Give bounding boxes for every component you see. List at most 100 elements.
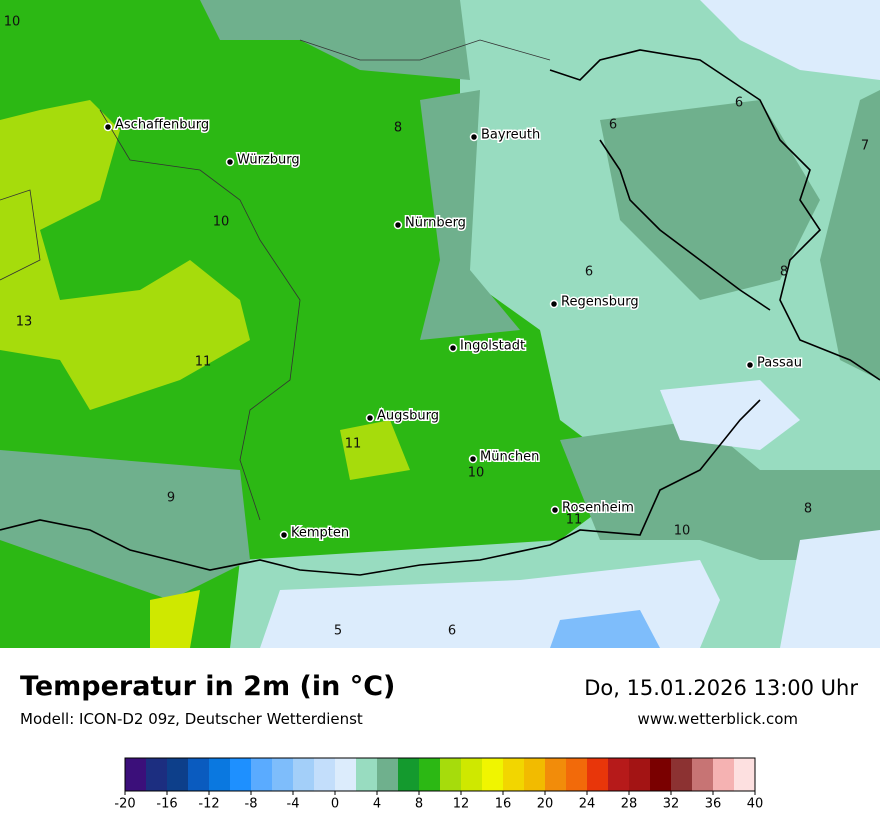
city-dot bbox=[745, 360, 755, 370]
color-swatch bbox=[293, 758, 315, 791]
color-swatch bbox=[398, 758, 420, 791]
color-swatch bbox=[146, 758, 168, 791]
city-label: Rosenheim bbox=[562, 501, 634, 516]
colorbar-tick-label: 0 bbox=[331, 797, 339, 812]
contour-label: 8 bbox=[780, 265, 788, 280]
contour-label: 7 bbox=[861, 139, 869, 154]
contour-label: 5 bbox=[334, 624, 342, 639]
color-swatch bbox=[545, 758, 567, 791]
color-swatch bbox=[461, 758, 483, 791]
city-label: Würzburg bbox=[237, 153, 300, 168]
city-dot bbox=[448, 343, 458, 353]
colorbar-tick-label: 16 bbox=[495, 797, 512, 812]
city-label: Bayreuth bbox=[481, 128, 540, 143]
city-dot bbox=[103, 122, 113, 132]
contour-label: 10 bbox=[468, 466, 485, 481]
color-swatch bbox=[188, 758, 210, 791]
color-swatch bbox=[125, 758, 147, 791]
region-mild bbox=[0, 0, 880, 600]
contour-label: 8 bbox=[394, 121, 402, 136]
contour-label: 10 bbox=[213, 215, 230, 230]
city-dot bbox=[393, 220, 403, 230]
color-swatch bbox=[734, 758, 756, 791]
contour-label: 6 bbox=[448, 624, 456, 639]
region-warm bbox=[0, 100, 410, 480]
color-swatch bbox=[482, 758, 504, 791]
colorbar-tick-label: 40 bbox=[747, 797, 764, 812]
color-swatch bbox=[587, 758, 609, 791]
contour-label: 6 bbox=[585, 265, 593, 280]
website: www.wetterblick.com bbox=[637, 710, 798, 728]
colorbar-tick-label: -16 bbox=[156, 797, 177, 812]
contour-label: 6 bbox=[735, 96, 743, 111]
color-swatch bbox=[251, 758, 273, 791]
city-dot bbox=[549, 299, 559, 309]
city-dot bbox=[469, 132, 479, 142]
city-dot bbox=[550, 505, 560, 515]
colorbar-tick-label: 4 bbox=[373, 797, 381, 812]
color-swatch bbox=[503, 758, 525, 791]
contour-label: 11 bbox=[195, 355, 212, 370]
contour-label: 10 bbox=[674, 524, 691, 539]
city-label: Ingolstadt bbox=[460, 339, 525, 354]
city-label: Nürnberg bbox=[405, 216, 466, 231]
city-label: Passau bbox=[757, 356, 802, 371]
contour-label: 13 bbox=[16, 315, 33, 330]
color-swatch bbox=[419, 758, 441, 791]
colorbar-tick-label: -12 bbox=[198, 797, 219, 812]
city-label: Aschaffenburg bbox=[115, 118, 209, 133]
colorbar-tick-label: -20 bbox=[114, 797, 135, 812]
city-dot bbox=[279, 530, 289, 540]
color-swatch bbox=[692, 758, 714, 791]
colorbar-frame bbox=[124, 757, 756, 792]
region-colder bbox=[550, 610, 660, 648]
title: Temperatur in 2m (in °C) bbox=[20, 671, 396, 702]
city-label: Regensburg bbox=[561, 295, 639, 310]
region-hot bbox=[150, 590, 200, 648]
contour-label: 11 bbox=[566, 513, 583, 528]
contour-label: 11 bbox=[345, 437, 362, 452]
colorbar-tick-label: -8 bbox=[245, 797, 258, 812]
colorbar-tick-label: 12 bbox=[453, 797, 470, 812]
contour-label: 6 bbox=[609, 118, 617, 133]
colorbar-tick-label: 24 bbox=[579, 797, 596, 812]
contour-label: 9 bbox=[167, 491, 175, 506]
city-label: Kempten bbox=[291, 526, 349, 541]
colorbar-tick-label: 8 bbox=[415, 797, 423, 812]
color-swatch bbox=[272, 758, 294, 791]
color-swatch bbox=[713, 758, 735, 791]
color-swatch bbox=[440, 758, 462, 791]
color-swatch bbox=[209, 758, 231, 791]
color-swatch bbox=[167, 758, 189, 791]
colorbar-tick-label: -4 bbox=[287, 797, 300, 812]
city-label: München bbox=[480, 450, 539, 465]
color-swatch bbox=[671, 758, 693, 791]
color-swatch bbox=[608, 758, 630, 791]
datetime: Do, 15.01.2026 13:00 Uhr bbox=[584, 676, 858, 700]
city-dot bbox=[468, 454, 478, 464]
map: Aschaffenburg Würzburg Bayreuth Nürnberg Reg… bbox=[0, 0, 880, 648]
colorbar-tick-label: 32 bbox=[663, 797, 680, 812]
colorbar-tick-label: 20 bbox=[537, 797, 554, 812]
contour-label: 10 bbox=[4, 15, 21, 30]
colorbar: -20 -16 -12 -8 -4 0 4 8 12 16 20 24 28 32 36 40 bbox=[114, 757, 764, 812]
region-cold bbox=[260, 0, 880, 648]
city-dot bbox=[225, 157, 235, 167]
color-swatch bbox=[356, 758, 378, 791]
color-swatch bbox=[230, 758, 252, 791]
color-swatch bbox=[650, 758, 672, 791]
color-swatch bbox=[629, 758, 651, 791]
color-swatch bbox=[566, 758, 588, 791]
admin-borders bbox=[0, 39, 551, 521]
subtitle: Modell: ICON-D2 09z, Deutscher Wetterdie… bbox=[20, 710, 363, 728]
colorbar-tick-label: 36 bbox=[705, 797, 722, 812]
color-swatch bbox=[335, 758, 357, 791]
colorbar-tick-label: 28 bbox=[621, 797, 638, 812]
city-dot bbox=[365, 413, 375, 423]
borders bbox=[0, 49, 880, 576]
color-swatch bbox=[524, 758, 546, 791]
color-swatch bbox=[377, 758, 399, 791]
contour-label: 8 bbox=[804, 502, 812, 517]
city-label: Augsburg bbox=[377, 409, 439, 424]
